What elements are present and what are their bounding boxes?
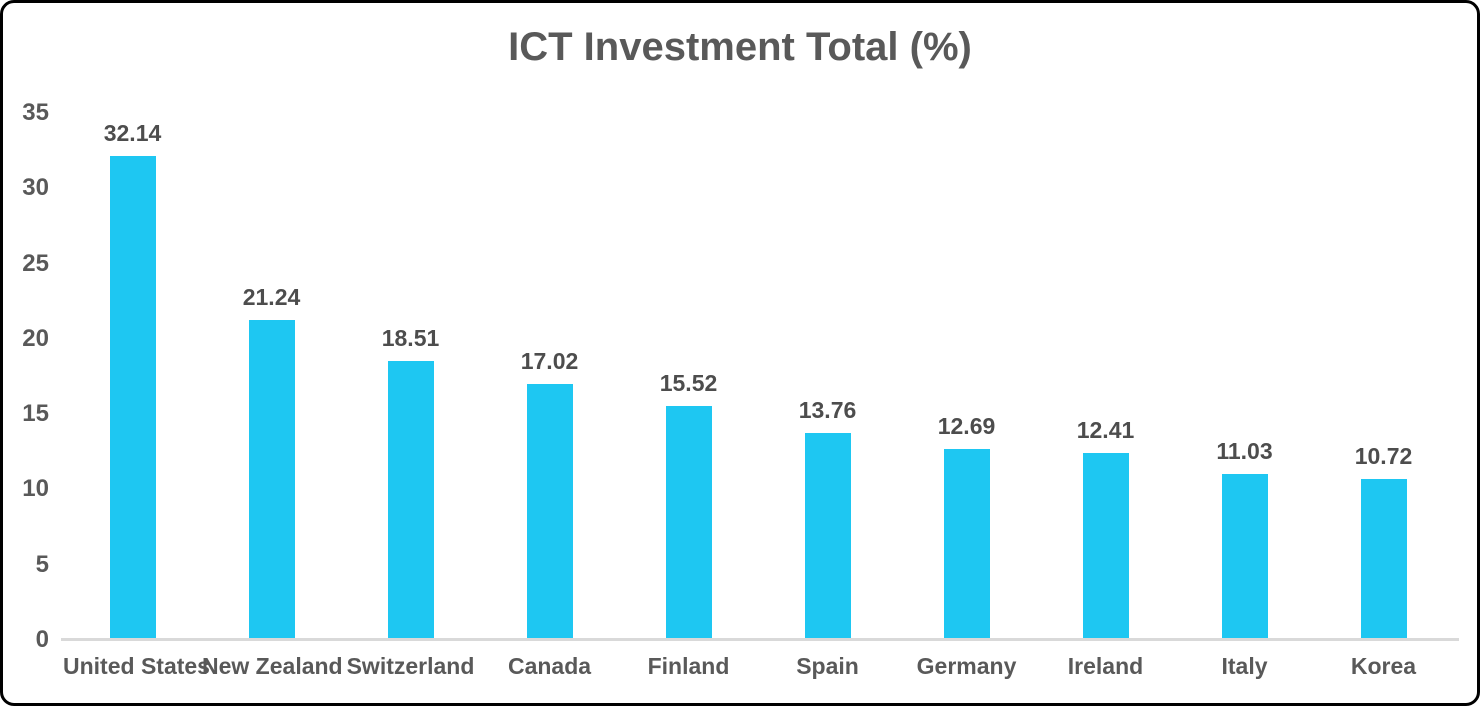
y-tick-label: 15 bbox=[22, 400, 49, 428]
x-axis-label: Ireland bbox=[1067, 653, 1144, 679]
bar bbox=[526, 383, 573, 640]
x-axis-label: Spain bbox=[796, 653, 859, 679]
bar bbox=[387, 361, 434, 640]
bar-value-label: 17.02 bbox=[520, 347, 579, 374]
bar bbox=[943, 448, 990, 640]
bar-value-label: 12.69 bbox=[937, 412, 996, 439]
y-tick-label: 0 bbox=[35, 626, 49, 653]
bar-value-label: 13.76 bbox=[798, 396, 857, 423]
x-axis-label: Switzerland bbox=[346, 653, 475, 679]
bar-value-label: 21.24 bbox=[242, 284, 301, 311]
bar bbox=[109, 156, 156, 640]
bar bbox=[1221, 473, 1268, 640]
y-tick-label: 20 bbox=[22, 324, 49, 352]
x-axis-label: Finland bbox=[647, 653, 730, 679]
bar bbox=[1082, 453, 1129, 640]
y-tick-label: 30 bbox=[22, 174, 49, 202]
bar bbox=[248, 320, 295, 640]
bar-value-label: 10.72 bbox=[1354, 442, 1413, 469]
bar bbox=[665, 406, 712, 640]
x-axis-line bbox=[61, 638, 1459, 641]
x-axis-label: Germany bbox=[916, 653, 1017, 679]
bar bbox=[1360, 478, 1407, 640]
bar-value-label: 18.51 bbox=[381, 325, 440, 352]
y-tick-label: 10 bbox=[22, 475, 49, 503]
bar-value-label: 12.41 bbox=[1076, 417, 1135, 444]
x-axis-label: United States bbox=[63, 653, 210, 679]
bar-value-label: 11.03 bbox=[1216, 437, 1273, 464]
y-tick-label: 25 bbox=[22, 249, 49, 277]
x-axis-label: New Zealand bbox=[202, 653, 343, 679]
chart-title: ICT Investment Total (%) bbox=[508, 25, 972, 69]
bar-value-label: 15.52 bbox=[659, 370, 718, 397]
x-axis-label: Canada bbox=[507, 653, 592, 679]
y-tick-label: 35 bbox=[22, 99, 49, 126]
x-axis-label: Korea bbox=[1350, 653, 1417, 679]
bar-value-label: 32.14 bbox=[103, 120, 162, 147]
x-axis-label: Italy bbox=[1221, 653, 1268, 679]
y-tick-label: 5 bbox=[35, 550, 49, 578]
bar bbox=[804, 432, 851, 640]
